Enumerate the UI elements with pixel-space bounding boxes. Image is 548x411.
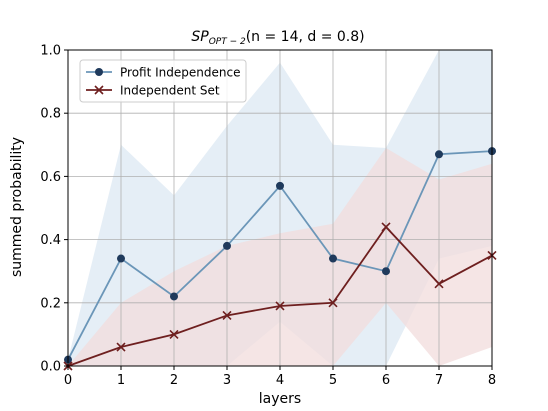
legend-label: Profit Independence	[120, 66, 240, 80]
data-point	[382, 267, 390, 276]
data-point	[222, 310, 232, 321]
x-tick-label: 6	[382, 373, 390, 388]
data-series	[63, 147, 497, 371]
y-tick-label: 0.6	[40, 170, 61, 185]
chart-title-main: SP	[191, 29, 209, 45]
data-point	[116, 342, 126, 352]
legend: Profit Independence Independent Set	[79, 59, 247, 103]
chart-title-subscript: OPT − 2	[209, 37, 246, 47]
y-tick-label: 0.2	[40, 296, 61, 311]
y-tick-label: 0.8	[40, 107, 61, 122]
data-point	[275, 301, 285, 311]
data-point	[329, 254, 337, 263]
chart-title-params: (n = 14, d = 0.8)	[246, 29, 365, 45]
x-tick-label: 4	[276, 373, 284, 388]
legend-item-1: Independent Set	[86, 84, 220, 98]
data-point	[434, 279, 444, 289]
data-point	[170, 292, 178, 301]
x-axis-label: layers	[259, 391, 301, 407]
x-tick-label: 8	[488, 373, 496, 388]
chart-title: SPOPT − 2(n = 14, d = 0.8)	[191, 29, 364, 47]
x-tick-label: 2	[170, 373, 178, 388]
data-point	[381, 222, 391, 232]
y-axis-label: summed probability	[9, 137, 25, 277]
x-tick-label: 3	[223, 373, 231, 388]
legend-box	[79, 59, 247, 103]
legend-item-0: Profit Independence	[86, 66, 240, 80]
y-tick-label: 1.0	[40, 44, 61, 59]
x-axis-ticks: 0 1 2 3 4 5 6 7 8	[64, 366, 496, 388]
y-tick-label: 0.0	[40, 360, 61, 375]
x-tick-label: 5	[329, 373, 337, 388]
data-point	[328, 298, 338, 308]
legend-marker	[94, 85, 104, 95]
data-point	[223, 241, 231, 250]
data-point	[169, 329, 179, 339]
legend-marker	[95, 68, 103, 76]
y-axis-ticks: 0.0 0.2 0.4 0.6 0.8 1.0	[40, 44, 68, 375]
y-tick-label: 0.4	[40, 233, 61, 248]
x-tick-label: 1	[117, 373, 125, 388]
data-point	[435, 150, 443, 159]
series-0	[64, 147, 496, 364]
x-tick-label: 7	[435, 373, 443, 388]
x-tick-label: 0	[64, 373, 72, 388]
legend-label: Independent Set	[120, 84, 220, 98]
data-point	[117, 254, 125, 263]
data-point	[276, 181, 284, 190]
